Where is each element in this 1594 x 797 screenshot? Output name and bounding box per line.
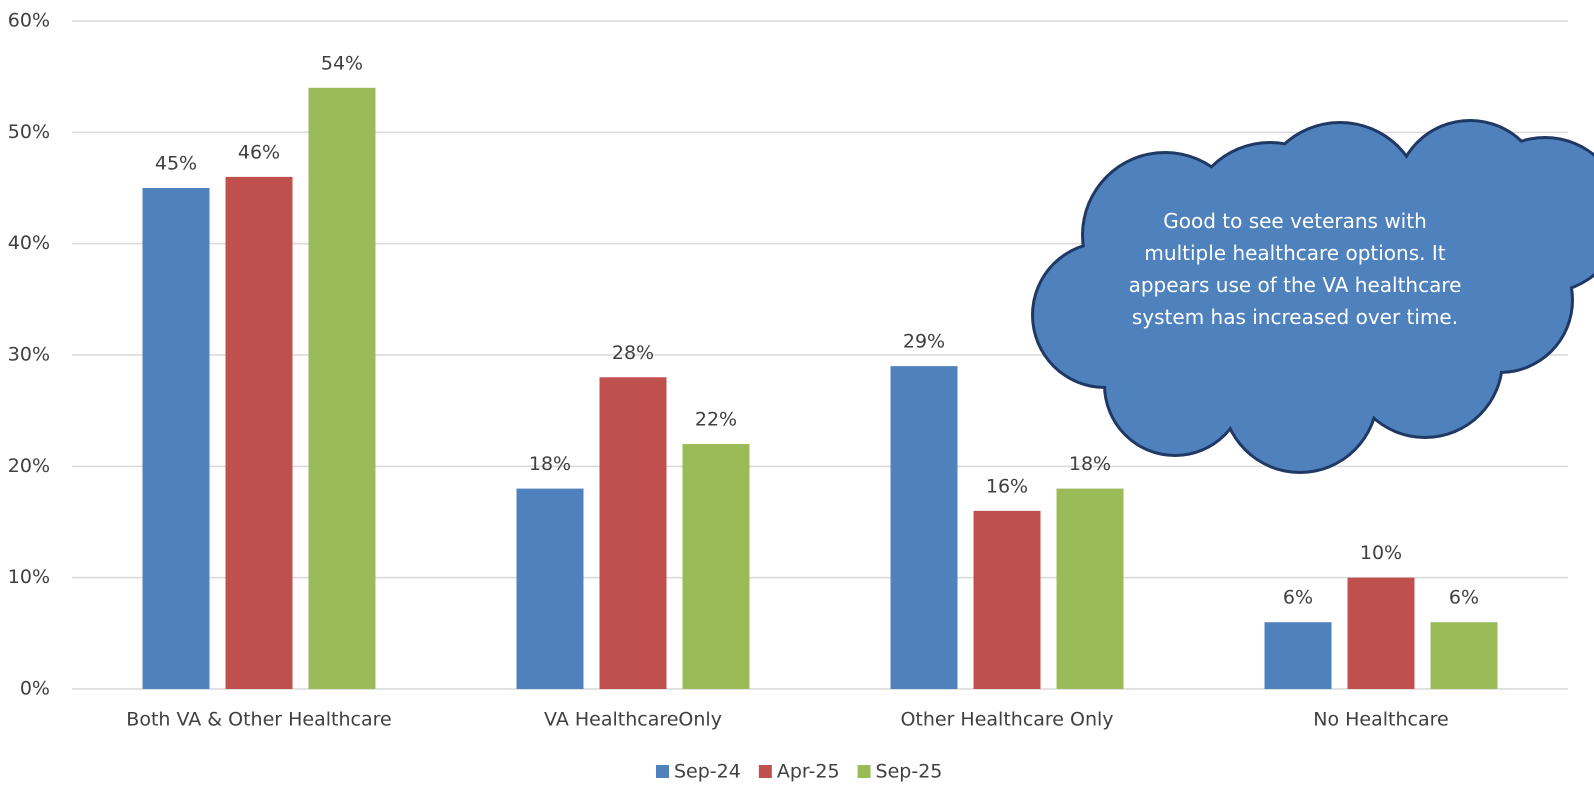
bar (599, 377, 667, 689)
data-label: 54% (321, 52, 363, 74)
x-tick-label: Other Healthcare Only (900, 709, 1113, 731)
data-label: 18% (529, 453, 571, 475)
plot: 0% 10% 20% 30% 40% 50% 60% Both VA & Other Heal… (8, 10, 1568, 731)
bar (142, 188, 210, 689)
bar (225, 176, 293, 689)
data-label: 18% (1069, 453, 1111, 475)
bar (308, 87, 376, 690)
data-label: 22% (695, 409, 737, 431)
y-tick-label: 50% (8, 121, 50, 143)
data-label: 46% (238, 141, 280, 163)
data-label: 28% (612, 342, 654, 364)
legend-swatch (656, 765, 669, 778)
x-tick-label: VA HealthcareOnly (544, 709, 722, 731)
y-tick-label: 0% (20, 678, 50, 700)
bar (1347, 577, 1415, 689)
y-tick-label: 30% (8, 344, 50, 366)
bar (890, 366, 958, 689)
legend-swatch (857, 765, 871, 778)
y-tick-label: 40% (8, 232, 50, 254)
x-tick-label: No Healthcare (1313, 709, 1448, 731)
data-label: 6% (1449, 587, 1479, 609)
y-tick-label: 60% (8, 10, 50, 32)
data-label: 10% (1360, 542, 1402, 564)
legend-label: Sep-24 (674, 761, 741, 783)
data-label: 29% (903, 331, 945, 353)
x-tick-label: Both VA & Other Healthcare (126, 709, 391, 731)
bar (682, 444, 750, 689)
data-label: 6% (1283, 587, 1313, 609)
legend-label: Sep-25 (876, 761, 943, 783)
legend-swatch (758, 765, 772, 778)
legend-label: Apr-25 (777, 761, 840, 783)
bar (516, 488, 584, 689)
bar (1264, 622, 1332, 689)
bar (1056, 488, 1124, 689)
data-label: 45% (155, 153, 197, 175)
bar (1430, 622, 1498, 689)
y-tick-label: 10% (8, 566, 50, 588)
y-tick-label: 20% (8, 455, 50, 477)
bar (973, 510, 1041, 689)
annotation: Good to see veterans with multiple healt… (1128, 209, 1462, 329)
data-label: 16% (986, 475, 1028, 497)
legend: Sep-24 Apr-25 Sep-25 (656, 761, 942, 783)
callout: Good to see veterans with multiple healt… (1128, 209, 1462, 329)
callout-cloud: Good to see veterans with multiple healt… (1031, 119, 1594, 474)
